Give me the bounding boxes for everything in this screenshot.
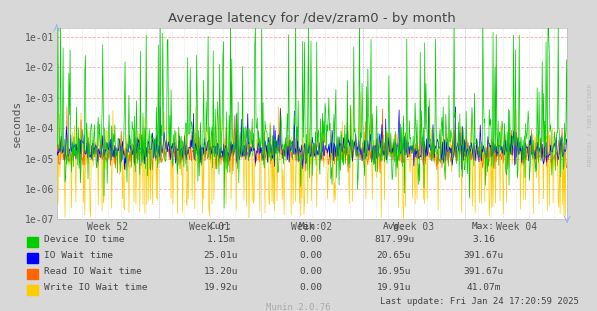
Text: 3.16: 3.16	[472, 234, 495, 244]
Text: 817.99u: 817.99u	[374, 234, 414, 244]
Text: 20.65u: 20.65u	[377, 251, 411, 260]
Text: 25.01u: 25.01u	[204, 251, 238, 260]
Text: 19.92u: 19.92u	[204, 283, 238, 292]
Text: Munin 2.0.76: Munin 2.0.76	[266, 303, 331, 311]
Text: RRDTOOL / TOBI OETIKER: RRDTOOL / TOBI OETIKER	[588, 83, 593, 166]
Text: 13.20u: 13.20u	[204, 267, 238, 276]
Text: Read IO Wait time: Read IO Wait time	[44, 267, 141, 276]
Text: 391.67u: 391.67u	[463, 267, 504, 276]
Text: Write IO Wait time: Write IO Wait time	[44, 283, 147, 292]
Text: 391.67u: 391.67u	[463, 251, 504, 260]
Text: 19.91u: 19.91u	[377, 283, 411, 292]
Text: Avg:: Avg:	[383, 221, 405, 230]
Text: 0.00: 0.00	[299, 251, 322, 260]
Text: 0.00: 0.00	[299, 267, 322, 276]
Text: Last update: Fri Jan 24 17:20:59 2025: Last update: Fri Jan 24 17:20:59 2025	[380, 297, 579, 306]
Y-axis label: seconds: seconds	[12, 100, 21, 147]
Text: Max:: Max:	[472, 221, 495, 230]
Text: 0.00: 0.00	[299, 234, 322, 244]
Text: 16.95u: 16.95u	[377, 267, 411, 276]
Title: Average latency for /dev/zram0 - by month: Average latency for /dev/zram0 - by mont…	[168, 12, 456, 26]
Text: Min:: Min:	[299, 221, 322, 230]
Text: Cur:: Cur:	[210, 221, 232, 230]
Text: IO Wait time: IO Wait time	[44, 251, 113, 260]
Text: 41.07m: 41.07m	[466, 283, 501, 292]
Text: 1.15m: 1.15m	[207, 234, 235, 244]
Text: Device IO time: Device IO time	[44, 234, 124, 244]
Text: 0.00: 0.00	[299, 283, 322, 292]
